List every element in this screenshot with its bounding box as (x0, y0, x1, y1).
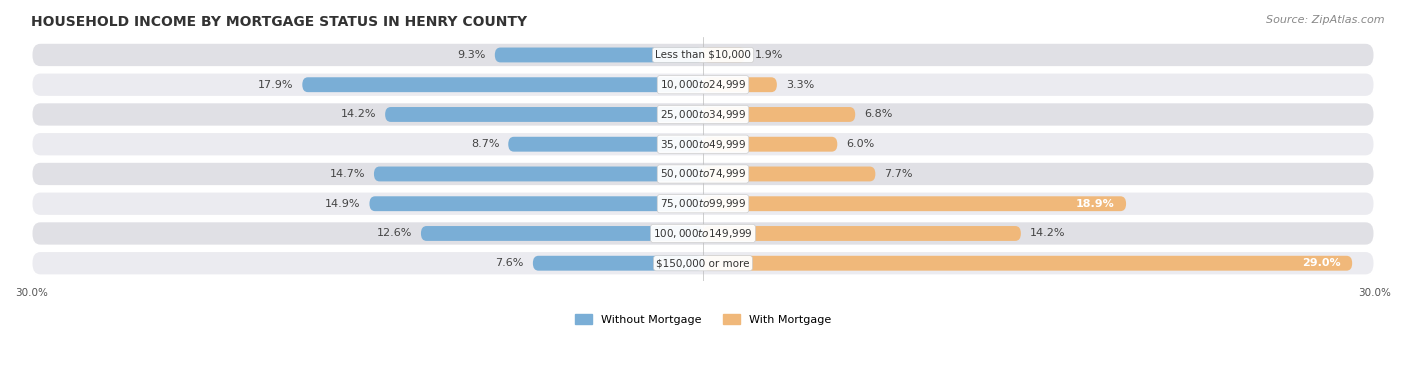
Text: $150,000 or more: $150,000 or more (657, 258, 749, 268)
Text: 7.7%: 7.7% (884, 169, 912, 179)
FancyBboxPatch shape (703, 226, 1021, 241)
Text: 6.0%: 6.0% (846, 139, 875, 149)
FancyBboxPatch shape (31, 251, 1375, 276)
FancyBboxPatch shape (370, 196, 703, 211)
FancyBboxPatch shape (374, 167, 703, 181)
Text: 6.8%: 6.8% (865, 109, 893, 120)
Text: 14.7%: 14.7% (329, 169, 366, 179)
Text: Source: ZipAtlas.com: Source: ZipAtlas.com (1267, 15, 1385, 25)
FancyBboxPatch shape (302, 77, 703, 92)
Text: HOUSEHOLD INCOME BY MORTGAGE STATUS IN HENRY COUNTY: HOUSEHOLD INCOME BY MORTGAGE STATUS IN H… (31, 15, 527, 29)
Text: 12.6%: 12.6% (377, 228, 412, 239)
Text: 7.6%: 7.6% (495, 258, 524, 268)
Text: 9.3%: 9.3% (457, 50, 486, 60)
Text: 8.7%: 8.7% (471, 139, 499, 149)
FancyBboxPatch shape (495, 48, 703, 63)
FancyBboxPatch shape (508, 137, 703, 152)
FancyBboxPatch shape (31, 102, 1375, 127)
Text: $75,000 to $99,999: $75,000 to $99,999 (659, 197, 747, 210)
FancyBboxPatch shape (703, 196, 1126, 211)
FancyBboxPatch shape (420, 226, 703, 241)
FancyBboxPatch shape (703, 107, 855, 122)
Text: 18.9%: 18.9% (1076, 199, 1115, 209)
FancyBboxPatch shape (385, 107, 703, 122)
Legend: Without Mortgage, With Mortgage: Without Mortgage, With Mortgage (571, 310, 835, 329)
Text: $10,000 to $24,999: $10,000 to $24,999 (659, 78, 747, 91)
Text: 14.2%: 14.2% (1029, 228, 1066, 239)
Text: 14.2%: 14.2% (340, 109, 377, 120)
Text: 17.9%: 17.9% (257, 80, 294, 90)
FancyBboxPatch shape (703, 256, 1353, 271)
Text: Less than $10,000: Less than $10,000 (655, 50, 751, 60)
Text: $35,000 to $49,999: $35,000 to $49,999 (659, 138, 747, 151)
FancyBboxPatch shape (31, 132, 1375, 156)
FancyBboxPatch shape (703, 137, 838, 152)
Text: 14.9%: 14.9% (325, 199, 360, 209)
FancyBboxPatch shape (31, 72, 1375, 97)
FancyBboxPatch shape (31, 162, 1375, 186)
FancyBboxPatch shape (31, 43, 1375, 67)
Text: $25,000 to $34,999: $25,000 to $34,999 (659, 108, 747, 121)
Text: $100,000 to $149,999: $100,000 to $149,999 (654, 227, 752, 240)
FancyBboxPatch shape (31, 221, 1375, 246)
FancyBboxPatch shape (703, 48, 745, 63)
FancyBboxPatch shape (31, 192, 1375, 216)
Text: $50,000 to $74,999: $50,000 to $74,999 (659, 167, 747, 181)
Text: 3.3%: 3.3% (786, 80, 814, 90)
Text: 1.9%: 1.9% (755, 50, 783, 60)
FancyBboxPatch shape (533, 256, 703, 271)
Text: 29.0%: 29.0% (1302, 258, 1341, 268)
FancyBboxPatch shape (703, 167, 876, 181)
FancyBboxPatch shape (703, 77, 778, 92)
